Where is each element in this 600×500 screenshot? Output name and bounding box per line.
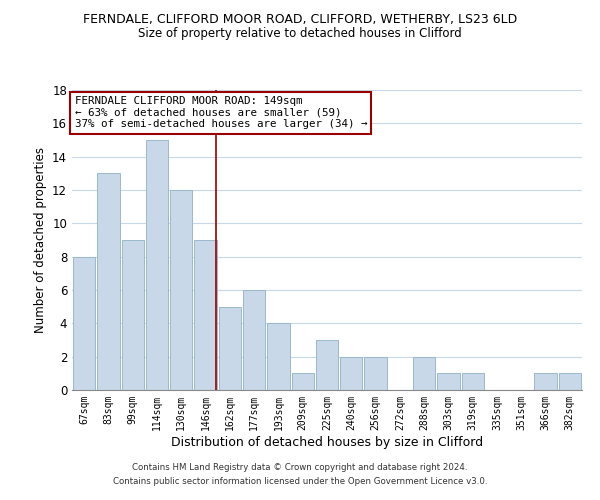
- Bar: [535, 374, 557, 390]
- Bar: [73, 256, 95, 390]
- Text: FERNDALE, CLIFFORD MOOR ROAD, CLIFFORD, WETHERBY, LS23 6LD: FERNDALE, CLIFFORD MOOR ROAD, CLIFFORD, …: [83, 12, 517, 26]
- Bar: [170, 190, 193, 390]
- Bar: [292, 374, 314, 390]
- Bar: [122, 240, 144, 390]
- Text: Contains HM Land Registry data © Crown copyright and database right 2024.: Contains HM Land Registry data © Crown c…: [132, 464, 468, 472]
- Bar: [461, 374, 484, 390]
- Bar: [97, 174, 119, 390]
- Bar: [437, 374, 460, 390]
- X-axis label: Distribution of detached houses by size in Clifford: Distribution of detached houses by size …: [171, 436, 483, 448]
- Bar: [364, 356, 387, 390]
- Bar: [194, 240, 217, 390]
- Bar: [316, 340, 338, 390]
- Bar: [218, 306, 241, 390]
- Bar: [243, 290, 265, 390]
- Bar: [413, 356, 436, 390]
- Bar: [267, 324, 290, 390]
- Text: FERNDALE CLIFFORD MOOR ROAD: 149sqm
← 63% of detached houses are smaller (59)
37: FERNDALE CLIFFORD MOOR ROAD: 149sqm ← 63…: [74, 96, 367, 129]
- Bar: [340, 356, 362, 390]
- Bar: [559, 374, 581, 390]
- Text: Size of property relative to detached houses in Clifford: Size of property relative to detached ho…: [138, 28, 462, 40]
- Bar: [146, 140, 168, 390]
- Y-axis label: Number of detached properties: Number of detached properties: [34, 147, 47, 333]
- Text: Contains public sector information licensed under the Open Government Licence v3: Contains public sector information licen…: [113, 477, 487, 486]
